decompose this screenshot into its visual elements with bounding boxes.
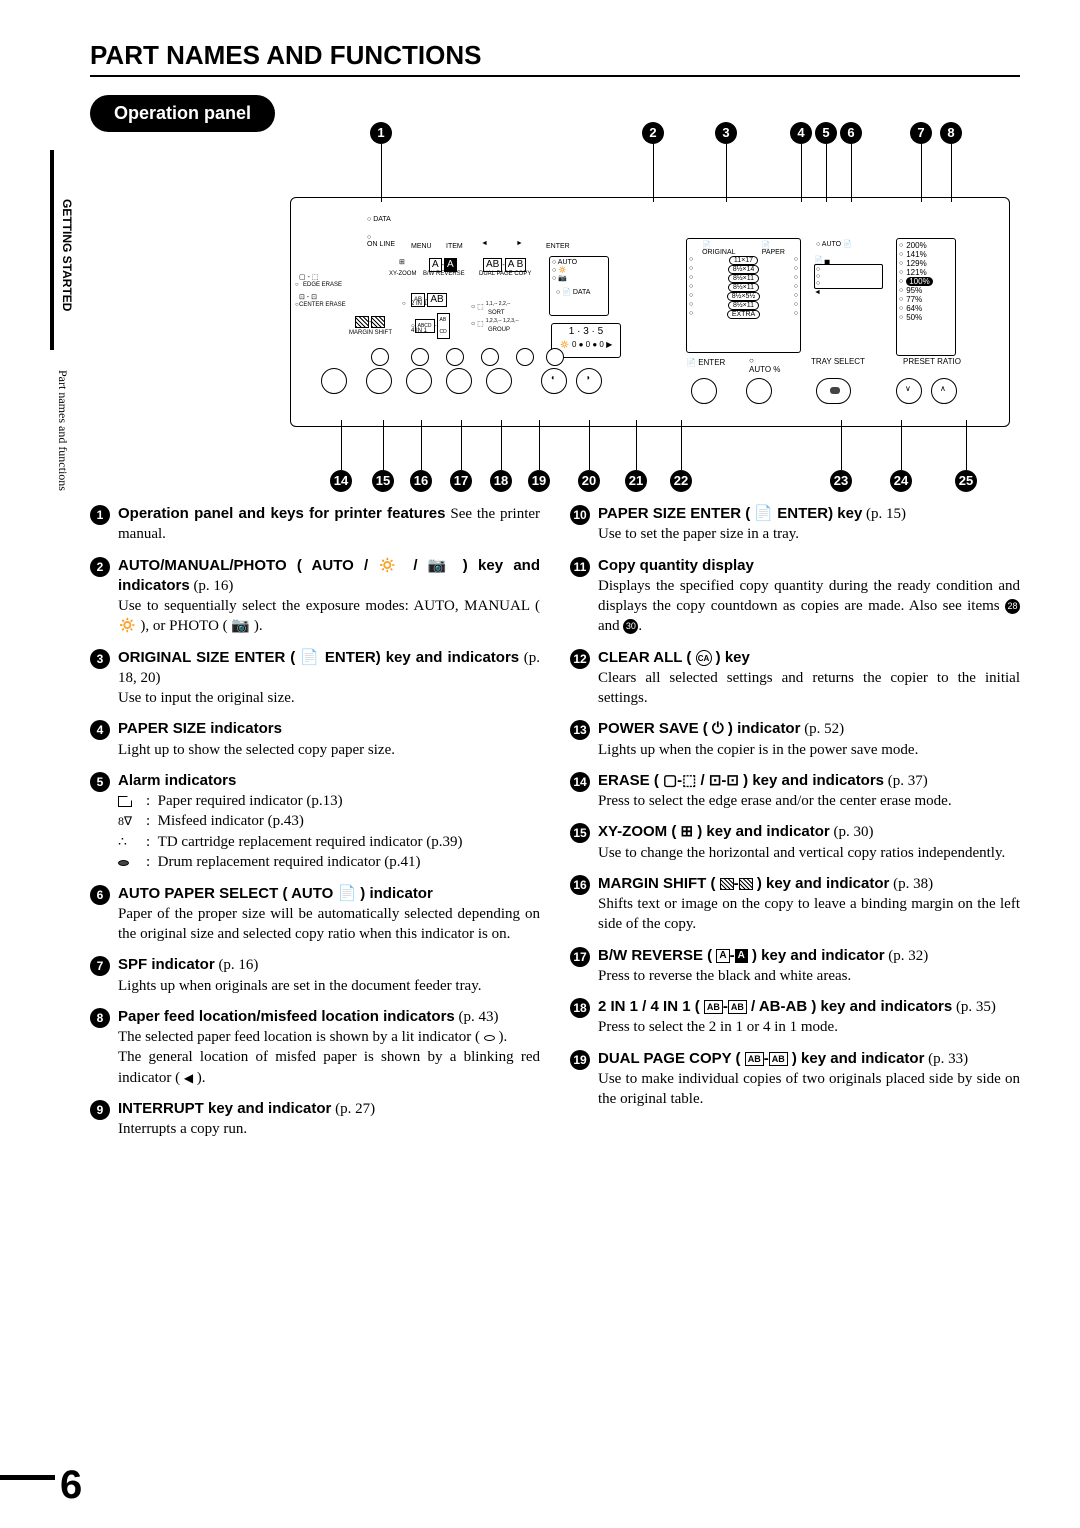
callout-19: 19 — [528, 470, 550, 492]
callout-18: 18 — [490, 470, 512, 492]
item-8: 8Paper feed location/misfeed location in… — [90, 1007, 540, 1088]
callout-8: 8 — [940, 122, 962, 144]
left-column: 1Operation panel and keys for printer fe… — [90, 504, 540, 1150]
callout-23: 23 — [830, 470, 852, 492]
callout-21: 21 — [625, 470, 647, 492]
callout-16: 16 — [410, 470, 432, 492]
item-bullet: 15 — [570, 823, 590, 843]
side-tab-section: Part names and functions — [55, 370, 70, 491]
item-bullet: 9 — [90, 1100, 110, 1120]
item-11: 11Copy quantity display Displays the spe… — [570, 556, 1020, 637]
callout-24: 24 — [890, 470, 912, 492]
item-19: 19DUAL PAGE COPY ( AB-AB ) key and indic… — [570, 1049, 1020, 1110]
item-9: 9INTERRUPT key and indicator (p. 27)Inte… — [90, 1099, 540, 1140]
callout-1: 1 — [370, 122, 392, 144]
item-bullet: 11 — [570, 557, 590, 577]
item-bullet: 19 — [570, 1050, 590, 1070]
item-bullet: 16 — [570, 875, 590, 895]
page-number: 6 — [60, 1463, 82, 1508]
callout-3: 3 — [715, 122, 737, 144]
item-4: 4PAPER SIZE indicators Light up to show … — [90, 719, 540, 760]
item-16: 16MARGIN SHIFT ( - ) key and indicator (… — [570, 874, 1020, 935]
panel-drawing: ○ DATA ○ON LINE MENU ITEM ◄ ► ENTER ⊞ XY… — [290, 197, 1010, 427]
callout-17: 17 — [450, 470, 472, 492]
item-18: 182 IN 1 / 4 IN 1 ( AB-AB / AB-AB ) key … — [570, 997, 1020, 1038]
callout-20: 20 — [578, 470, 600, 492]
callout-2: 2 — [642, 122, 664, 144]
item-bullet: 14 — [570, 772, 590, 792]
item-bullet: 17 — [570, 947, 590, 967]
item-bullet: 13 — [570, 720, 590, 740]
item-bullet: 7 — [90, 956, 110, 976]
item-bullet: 4 — [90, 720, 110, 740]
page-title: PART NAMES AND FUNCTIONS — [90, 40, 1020, 77]
item-bullet: 18 — [570, 998, 590, 1018]
callout-4: 4 — [790, 122, 812, 144]
callout-25: 25 — [955, 470, 977, 492]
right-column: 10PAPER SIZE ENTER ( 📄 ENTER) key (p. 15… — [570, 504, 1020, 1150]
item-bullet: 8 — [90, 1008, 110, 1028]
item-bullet: 10 — [570, 505, 590, 525]
operation-panel-diagram: ○ DATA ○ON LINE MENU ITEM ◄ ► ENTER ⊞ XY… — [90, 122, 1010, 492]
item-bullet: 3 — [90, 649, 110, 669]
item-7: 7SPF indicator (p. 16)Lights up when ori… — [90, 955, 540, 996]
item-5: 5Alarm indicators : Paper required indic… — [90, 771, 540, 873]
item-10: 10PAPER SIZE ENTER ( 📄 ENTER) key (p. 15… — [570, 504, 1020, 545]
item-1: 1Operation panel and keys for printer fe… — [90, 504, 540, 545]
item-15: 15XY-ZOOM ( ⊞ ) key and indicator (p. 30… — [570, 822, 1020, 863]
item-13: 13POWER SAVE ( ⏻ ) indicator (p. 52)Ligh… — [570, 719, 1020, 760]
callout-14: 14 — [330, 470, 352, 492]
description-columns: 1Operation panel and keys for printer fe… — [90, 504, 1020, 1150]
item-6: 6AUTO PAPER SELECT ( AUTO 📄 ) indicator … — [90, 884, 540, 945]
item-2: 2AUTO/MANUAL/PHOTO ( AUTO / 🔅 / 📷 ) key … — [90, 556, 540, 637]
op-panel-label-text: Operation panel — [114, 103, 251, 123]
item-bullet: 5 — [90, 772, 110, 792]
item-12: 12CLEAR ALL ( CA ) key Clears all select… — [570, 648, 1020, 709]
item-bullet: 12 — [570, 649, 590, 669]
callout-6: 6 — [840, 122, 862, 144]
item-14: 14ERASE ( ▢-⬚ / ⊡-⊡ ) key and indicators… — [570, 771, 1020, 812]
callout-5: 5 — [815, 122, 837, 144]
side-tab-getting-started: GETTING STARTED — [50, 150, 74, 350]
item-bullet: 1 — [90, 505, 110, 525]
item-3: 3ORIGINAL SIZE ENTER ( 📄 ENTER) key and … — [90, 648, 540, 709]
callout-22: 22 — [670, 470, 692, 492]
callout-7: 7 — [910, 122, 932, 144]
item-17: 17B/W REVERSE ( A-A ) key and indicator … — [570, 946, 1020, 987]
page-number-bar — [0, 1475, 55, 1480]
item-bullet: 2 — [90, 557, 110, 577]
item-bullet: 6 — [90, 885, 110, 905]
callout-15: 15 — [372, 470, 394, 492]
